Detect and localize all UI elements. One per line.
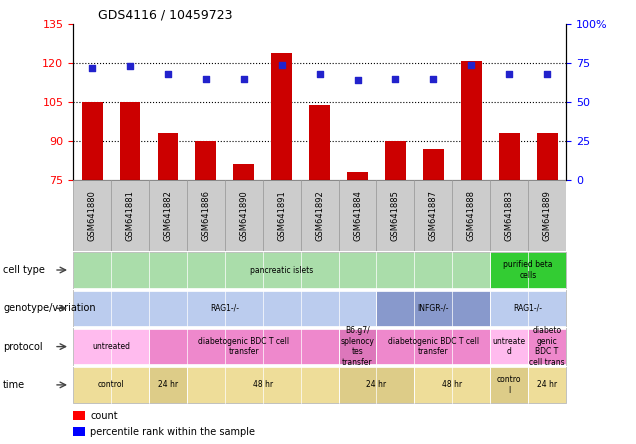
Bar [338, 367, 415, 403]
Bar [73, 329, 149, 364]
Bar [377, 291, 490, 326]
Text: INFGR-/-: INFGR-/- [418, 304, 449, 313]
Text: GSM641880: GSM641880 [88, 190, 97, 241]
Bar [385, 141, 406, 180]
Bar [338, 329, 377, 364]
Text: diabetogenic BDC T cell
transfer: diabetogenic BDC T cell transfer [198, 337, 289, 356]
Bar [537, 133, 558, 180]
Bar [225, 180, 263, 251]
Bar [73, 367, 149, 403]
Point [125, 63, 135, 70]
Bar [73, 411, 85, 420]
Bar [120, 102, 141, 180]
Text: 48 hr: 48 hr [442, 381, 462, 389]
Bar [263, 180, 301, 251]
Text: GDS4116 / 10459723: GDS4116 / 10459723 [98, 9, 232, 22]
Point [201, 75, 211, 83]
Point [87, 64, 97, 71]
Bar [528, 329, 566, 364]
Text: purified beta
cells: purified beta cells [503, 260, 553, 280]
Bar [73, 427, 85, 436]
Point [238, 75, 249, 83]
Text: 24 hr: 24 hr [537, 381, 557, 389]
Bar [490, 252, 566, 288]
Point [352, 77, 363, 84]
Point [504, 71, 515, 78]
Text: 48 hr: 48 hr [252, 381, 273, 389]
Bar [301, 180, 338, 251]
Point [428, 75, 438, 83]
Bar [347, 172, 368, 180]
Point [277, 61, 287, 68]
Bar [233, 164, 254, 180]
Point [466, 61, 476, 68]
Bar [187, 180, 225, 251]
Bar [271, 53, 292, 180]
Text: count: count [90, 411, 118, 421]
Text: GSM641887: GSM641887 [429, 190, 438, 241]
Text: genotype/variation: genotype/variation [3, 303, 96, 313]
Bar [490, 329, 528, 364]
Bar [528, 180, 566, 251]
Bar [73, 252, 490, 288]
Bar [111, 180, 149, 251]
Text: diabeto
genic
BDC T
cell trans: diabeto genic BDC T cell trans [529, 326, 565, 367]
Text: protocol: protocol [3, 341, 43, 352]
Text: GSM641886: GSM641886 [202, 190, 211, 241]
Point [163, 71, 173, 78]
Bar [423, 149, 444, 180]
Bar [415, 180, 452, 251]
Text: GSM641884: GSM641884 [353, 190, 362, 241]
Bar [81, 102, 102, 180]
Text: GSM641881: GSM641881 [125, 190, 134, 241]
Bar [338, 180, 377, 251]
Bar [195, 141, 216, 180]
Text: percentile rank within the sample: percentile rank within the sample [90, 427, 256, 437]
Bar [377, 180, 415, 251]
Text: GSM641892: GSM641892 [315, 190, 324, 241]
Text: GSM641882: GSM641882 [163, 190, 172, 241]
Bar [499, 133, 520, 180]
Bar [73, 252, 566, 403]
Text: GSM641891: GSM641891 [277, 190, 286, 241]
Bar [73, 291, 377, 326]
Bar [490, 180, 528, 251]
Text: diabetogenic BDC T cell
transfer: diabetogenic BDC T cell transfer [388, 337, 479, 356]
Bar [149, 180, 187, 251]
Text: 24 hr: 24 hr [366, 381, 387, 389]
Bar [415, 367, 490, 403]
Text: RAG1-/-: RAG1-/- [211, 304, 239, 313]
Text: GSM641889: GSM641889 [543, 190, 551, 241]
Text: GSM641885: GSM641885 [391, 190, 400, 241]
Text: GSM641888: GSM641888 [467, 190, 476, 241]
Point [315, 71, 325, 78]
Text: GSM641890: GSM641890 [239, 190, 248, 241]
Point [391, 75, 401, 83]
Text: control: control [98, 381, 125, 389]
Bar [461, 61, 481, 180]
Text: B6.g7/
splenocy
tes
transfer: B6.g7/ splenocy tes transfer [340, 326, 375, 367]
Text: 24 hr: 24 hr [158, 381, 178, 389]
Bar [377, 329, 490, 364]
Text: pancreatic islets: pancreatic islets [250, 266, 314, 274]
Bar [490, 291, 566, 326]
Text: GSM641883: GSM641883 [505, 190, 514, 241]
Bar [528, 367, 566, 403]
Text: contro
l: contro l [497, 375, 522, 395]
Text: time: time [3, 380, 25, 390]
Bar [158, 133, 178, 180]
Bar [73, 180, 111, 251]
Text: untreate
d: untreate d [493, 337, 526, 356]
Bar [149, 367, 187, 403]
Bar [149, 329, 338, 364]
Bar [490, 367, 528, 403]
Bar [309, 105, 330, 180]
Text: cell type: cell type [3, 265, 45, 275]
Point [542, 71, 552, 78]
Text: RAG1-/-: RAG1-/- [514, 304, 543, 313]
Text: untreated: untreated [92, 342, 130, 351]
Bar [452, 180, 490, 251]
Bar [187, 367, 338, 403]
